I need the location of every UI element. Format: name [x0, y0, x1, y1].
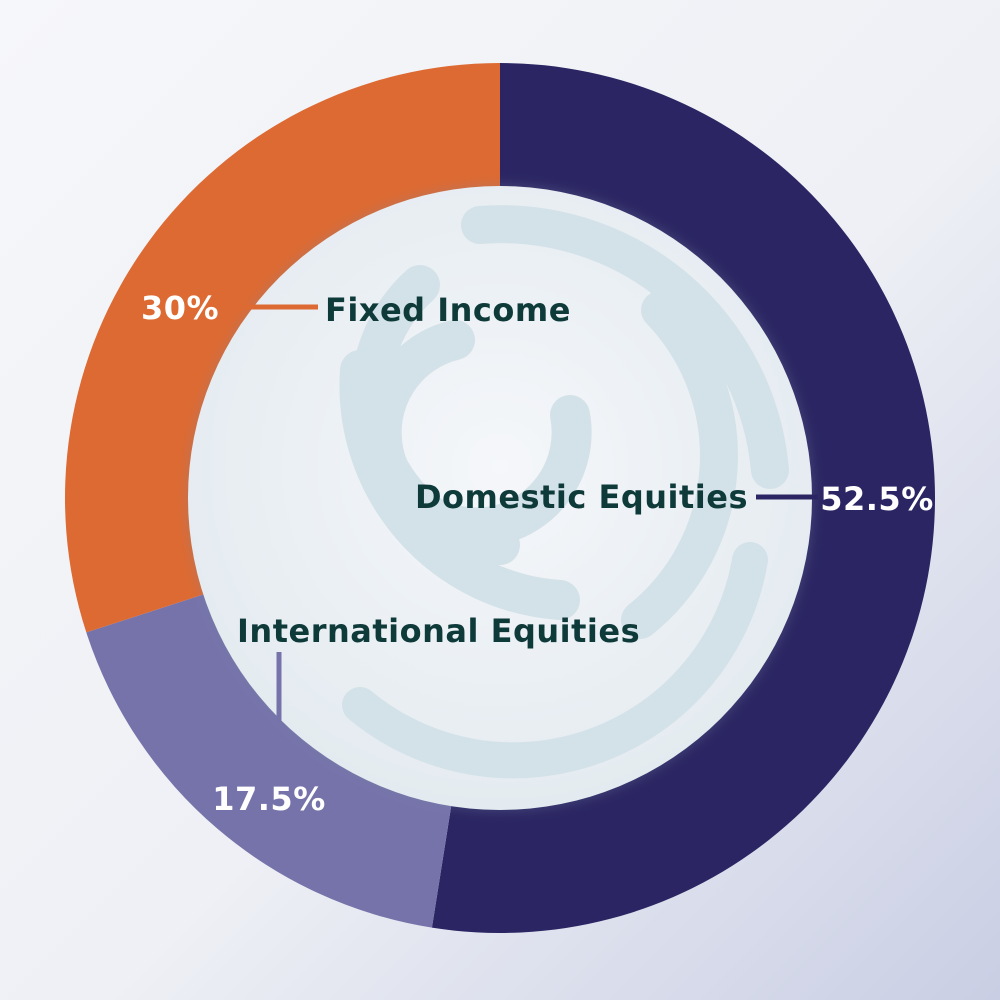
fixed-income-label: Fixed Income — [325, 291, 571, 329]
domestic-equities-label: Domestic Equities — [415, 478, 748, 516]
swirl-watermark-icon — [339, 205, 789, 779]
donut-center — [188, 186, 812, 810]
slice-domestic-equities — [431, 63, 936, 934]
slice-fixed-income — [64, 63, 500, 633]
slices — [64, 63, 936, 934]
slice-international-equities — [86, 590, 454, 928]
domestic-equities-value-label: 52.5% — [820, 480, 934, 518]
international-equities-label: International Equities — [237, 612, 640, 650]
international-equities-value-label: 17.5% — [212, 780, 326, 818]
fixed-income-value-label: 30% — [141, 289, 219, 327]
